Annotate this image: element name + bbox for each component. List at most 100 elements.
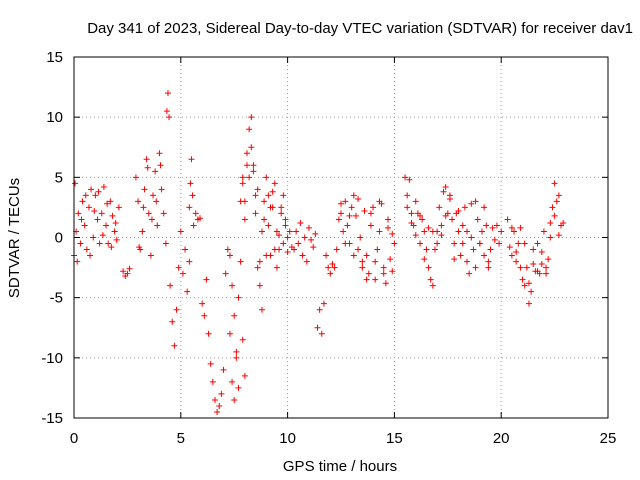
data-point-marker xyxy=(150,192,157,199)
data-point-marker xyxy=(423,246,430,253)
data-point-marker xyxy=(105,240,112,247)
grid-lines xyxy=(74,57,608,418)
data-point-marker xyxy=(513,248,520,255)
data-point-marker xyxy=(201,312,208,319)
data-point-marker xyxy=(271,246,278,253)
data-point-marker xyxy=(175,264,182,271)
data-point-marker xyxy=(224,246,231,253)
data-point-marker xyxy=(483,222,490,229)
data-point-marker xyxy=(226,330,233,337)
data-point-marker xyxy=(72,180,79,187)
data-point-marker xyxy=(135,198,142,205)
data-point-marker xyxy=(90,234,97,241)
data-point-marker xyxy=(318,330,325,337)
data-point-marker xyxy=(244,150,251,157)
data-point-marker xyxy=(132,174,139,181)
data-point-marker xyxy=(417,212,424,219)
data-point-marker xyxy=(303,258,310,265)
data-point-marker xyxy=(88,186,95,193)
data-point-marker xyxy=(136,244,143,251)
data-point-marker xyxy=(301,234,308,241)
y-tick-label: 0 xyxy=(55,230,63,247)
data-point-marker xyxy=(261,216,268,223)
data-point-marker xyxy=(323,252,330,259)
data-point-marker xyxy=(455,208,462,215)
data-point-marker xyxy=(491,236,498,243)
data-point-marker xyxy=(461,204,468,211)
data-point-marker xyxy=(233,354,240,361)
data-point-marker xyxy=(335,216,342,223)
data-point-marker xyxy=(436,204,443,211)
data-point-marker xyxy=(382,280,389,287)
data-point-marker xyxy=(481,204,488,211)
data-point-marker xyxy=(476,240,483,247)
data-point-marker xyxy=(235,294,242,301)
data-point-marker xyxy=(333,246,340,253)
data-point-marker xyxy=(239,180,246,187)
data-point-marker xyxy=(478,228,485,235)
data-point-marker xyxy=(141,186,148,193)
data-point-marker xyxy=(250,168,257,175)
data-point-marker xyxy=(252,192,259,199)
data-point-marker xyxy=(222,270,229,277)
data-point-marker xyxy=(305,224,312,231)
data-point-marker xyxy=(359,264,366,271)
data-point-marker xyxy=(280,192,287,199)
data-point-marker xyxy=(231,312,238,319)
x-tick-label: 5 xyxy=(177,430,185,447)
data-point-marker xyxy=(265,222,272,229)
data-point-marker xyxy=(457,252,464,259)
data-point-marker xyxy=(312,230,319,237)
data-point-marker xyxy=(468,200,475,207)
y-axis-label: SDTVAR / TECUs xyxy=(6,178,23,298)
y-tick-label: -5 xyxy=(50,290,63,307)
data-point-marker xyxy=(406,176,413,183)
data-point-marker xyxy=(244,162,251,169)
data-point-marker xyxy=(166,114,173,121)
data-point-marker xyxy=(171,342,178,349)
data-point-marker xyxy=(451,256,458,263)
data-point-marker xyxy=(144,164,151,171)
data-point-marker xyxy=(438,222,445,229)
data-point-marker xyxy=(115,204,122,211)
data-point-marker xyxy=(372,258,379,265)
data-point-marker xyxy=(523,264,530,271)
data-point-marker xyxy=(190,222,197,229)
data-point-marker xyxy=(517,264,524,271)
data-point-marker xyxy=(278,210,285,217)
data-point-marker xyxy=(402,174,409,181)
data-point-marker xyxy=(297,220,304,227)
data-point-marker xyxy=(367,222,374,229)
data-point-marker xyxy=(361,208,368,215)
data-point-marker xyxy=(189,192,196,199)
data-point-marker xyxy=(481,252,488,259)
data-point-marker xyxy=(487,246,494,253)
data-point-marker xyxy=(359,258,366,265)
data-point-marker xyxy=(363,252,370,259)
data-point-marker xyxy=(517,224,524,231)
data-point-marker xyxy=(109,212,116,219)
data-point-marker xyxy=(355,195,362,202)
data-point-marker xyxy=(308,236,315,243)
data-point-marker xyxy=(113,236,120,243)
data-point-marker xyxy=(246,174,253,181)
data-point-marker xyxy=(442,212,449,219)
data-point-marker xyxy=(147,252,154,259)
data-point-marker xyxy=(83,246,90,253)
data-point-marker xyxy=(466,270,473,277)
data-point-marker xyxy=(197,215,204,222)
data-point-marker xyxy=(87,252,94,259)
data-point-marker xyxy=(252,210,259,217)
data-point-marker xyxy=(103,222,110,229)
data-point-marker xyxy=(421,256,428,263)
data-point-marker xyxy=(239,174,246,181)
data-point-marker xyxy=(431,246,438,253)
data-point-marker xyxy=(85,204,92,211)
data-point-marker xyxy=(203,276,210,283)
x-axis-label: GPS time / hours xyxy=(283,458,397,475)
y-tick-label: 15 xyxy=(46,49,63,66)
data-point-marker xyxy=(256,258,263,265)
data-point-marker xyxy=(299,252,306,259)
data-point-marker xyxy=(376,198,383,205)
